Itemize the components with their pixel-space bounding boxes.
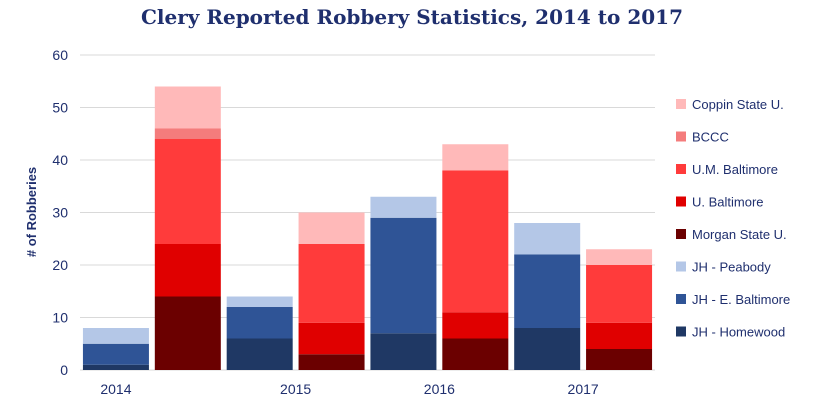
legend-swatch <box>676 261 686 272</box>
bar-segment <box>154 296 221 370</box>
bar-segment <box>442 338 509 370</box>
bar-segment <box>514 223 581 255</box>
bar-segment <box>226 338 293 370</box>
legend-label: U.M. Baltimore <box>692 162 778 177</box>
legend-swatch <box>676 164 686 174</box>
bar-segment <box>298 322 365 355</box>
bar-segment <box>154 86 221 129</box>
x-tick-label: 2015 <box>280 381 311 397</box>
legend-swatch <box>676 294 686 304</box>
legend-swatch <box>676 131 686 142</box>
bar-segment <box>586 349 653 370</box>
bar-segment <box>586 322 653 349</box>
bar-segment <box>82 343 149 365</box>
legend: Coppin State U. BCCC U.M. Baltimore U. Balt… <box>676 97 790 340</box>
bar-stacks <box>82 86 653 370</box>
bar-segment <box>82 364 149 370</box>
y-tick-label: 10 <box>52 310 68 326</box>
bar-segment <box>442 144 509 171</box>
bar-segment <box>370 196 437 218</box>
y-tick-label: 0 <box>60 362 68 378</box>
bar-segment <box>154 244 221 297</box>
bar-segment <box>298 354 365 370</box>
bar-segment <box>586 265 653 323</box>
x-axis-ticks: 2014 2015 2016 2017 <box>100 381 599 397</box>
y-tick-label: 50 <box>52 100 68 116</box>
legend-label: JH - Peabody <box>692 260 771 275</box>
bar-segment <box>82 328 149 344</box>
legend-label: Coppin State U. <box>692 97 784 112</box>
legend-label: Morgan State U. <box>692 227 787 242</box>
legend-swatch <box>676 229 686 239</box>
x-tick-label: 2017 <box>568 381 599 397</box>
y-tick-label: 20 <box>52 257 68 273</box>
bar-segment <box>226 296 293 307</box>
y-tick-label: 60 <box>52 47 68 63</box>
bar-segment <box>154 128 221 139</box>
y-axis-ticks: 0 10 20 30 40 50 60 <box>52 47 68 378</box>
y-tick-label: 40 <box>52 152 68 168</box>
bar-segment <box>586 249 653 265</box>
legend-swatch <box>676 99 686 109</box>
bar-segment <box>226 307 293 339</box>
bar-segment <box>442 312 509 339</box>
y-tick-label: 30 <box>52 205 68 221</box>
bar-segment <box>514 254 581 328</box>
y-axis-label: # of Robberies <box>24 167 39 257</box>
bar-segment <box>154 139 221 244</box>
x-tick-label: 2016 <box>424 381 455 397</box>
bar-segment <box>370 217 437 334</box>
legend-swatch <box>676 326 686 337</box>
bar-segment <box>370 333 437 370</box>
bar-segment <box>298 244 365 323</box>
bar-segment <box>298 212 365 244</box>
bar-segment <box>514 328 581 370</box>
legend-swatch <box>676 196 686 207</box>
legend-label: BCCC <box>692 130 729 145</box>
bar-segment <box>442 170 509 313</box>
x-tick-label: 2014 <box>100 381 131 397</box>
chart-title: Clery Reported Robbery Statistics, 2014 … <box>141 5 683 29</box>
legend-label: U. Baltimore <box>692 195 764 210</box>
legend-label: JH - E. Baltimore <box>692 292 790 307</box>
legend-label: JH - Homewood <box>692 325 785 340</box>
